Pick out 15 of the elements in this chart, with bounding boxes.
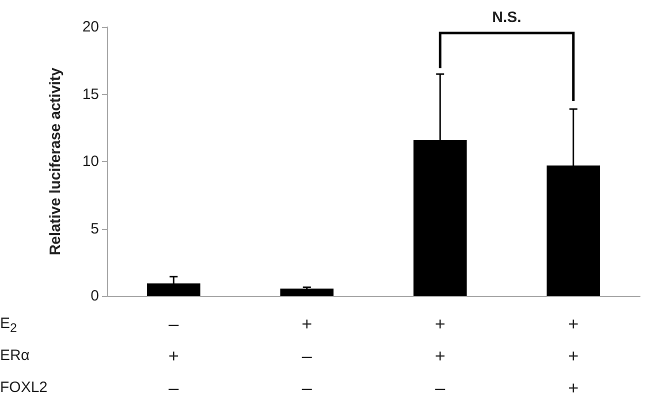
text: ERα	[0, 346, 30, 366]
text: FOXL2	[0, 378, 48, 398]
y-tick-label: 20	[82, 18, 99, 36]
y-tick-label: 15	[82, 86, 99, 103]
y-tick-label: 0	[90, 288, 99, 304]
y-axis-title: Relative luciferase activity	[47, 67, 64, 256]
text: E$_{2}$	[0, 314, 17, 337]
bar	[280, 288, 334, 296]
y-tick-label: 10	[82, 153, 99, 170]
x-tick-label: + + –	[434, 314, 446, 398]
x-tick-label: + – –	[302, 314, 312, 398]
x-tick-label: + + +	[568, 314, 579, 398]
text: N.S.	[492, 9, 522, 26]
y-tick-label: 5	[90, 220, 99, 238]
x-tick-label: – + –	[168, 314, 179, 398]
